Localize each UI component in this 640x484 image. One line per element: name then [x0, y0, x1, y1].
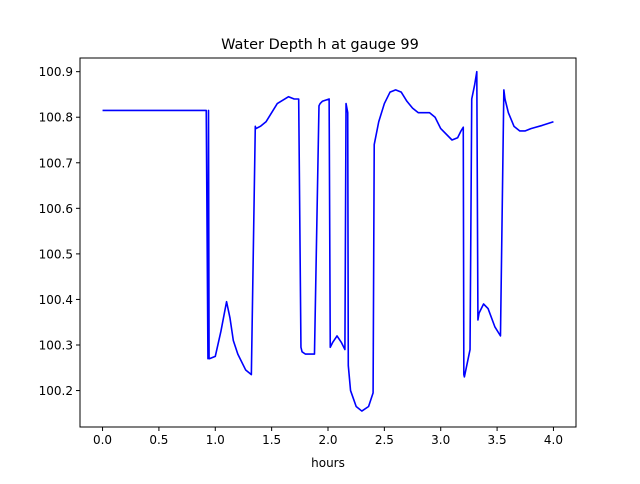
y-tick-label: 100.6 [39, 202, 73, 216]
chart-title: Water Depth h at gauge 99 [221, 37, 419, 53]
series-line-0 [102, 70, 554, 412]
y-tick-label: 100.8 [39, 111, 73, 125]
x-tick-label: 4.0 [544, 433, 563, 447]
axes-layer: 0.0 0.5 1.0 1.5 2.0 2.5 3.0 3.5 4.0 100.2 100.3 100… [39, 65, 563, 447]
x-tick-label: 1.0 [206, 433, 225, 447]
y-tick-label: 100.2 [39, 384, 73, 398]
x-tick-label: 3.0 [431, 433, 450, 447]
x-tick-label: 1.5 [262, 433, 281, 447]
x-tick-label: 2.0 [318, 433, 337, 447]
x-tick-label: 2.5 [375, 433, 394, 447]
y-tick-label: 100.9 [39, 65, 73, 79]
x-axis-label: hours [311, 456, 345, 470]
x-tick-label: 0.0 [93, 433, 112, 447]
x-tick-label: 3.5 [488, 433, 507, 447]
y-tick-label: 100.4 [39, 293, 73, 307]
plot-layer [102, 70, 554, 412]
y-tick-label: 100.7 [39, 156, 73, 170]
y-tick-label: 100.5 [39, 247, 73, 261]
y-tick-label: 100.3 [39, 339, 73, 353]
x-tick-label: 0.5 [149, 433, 168, 447]
